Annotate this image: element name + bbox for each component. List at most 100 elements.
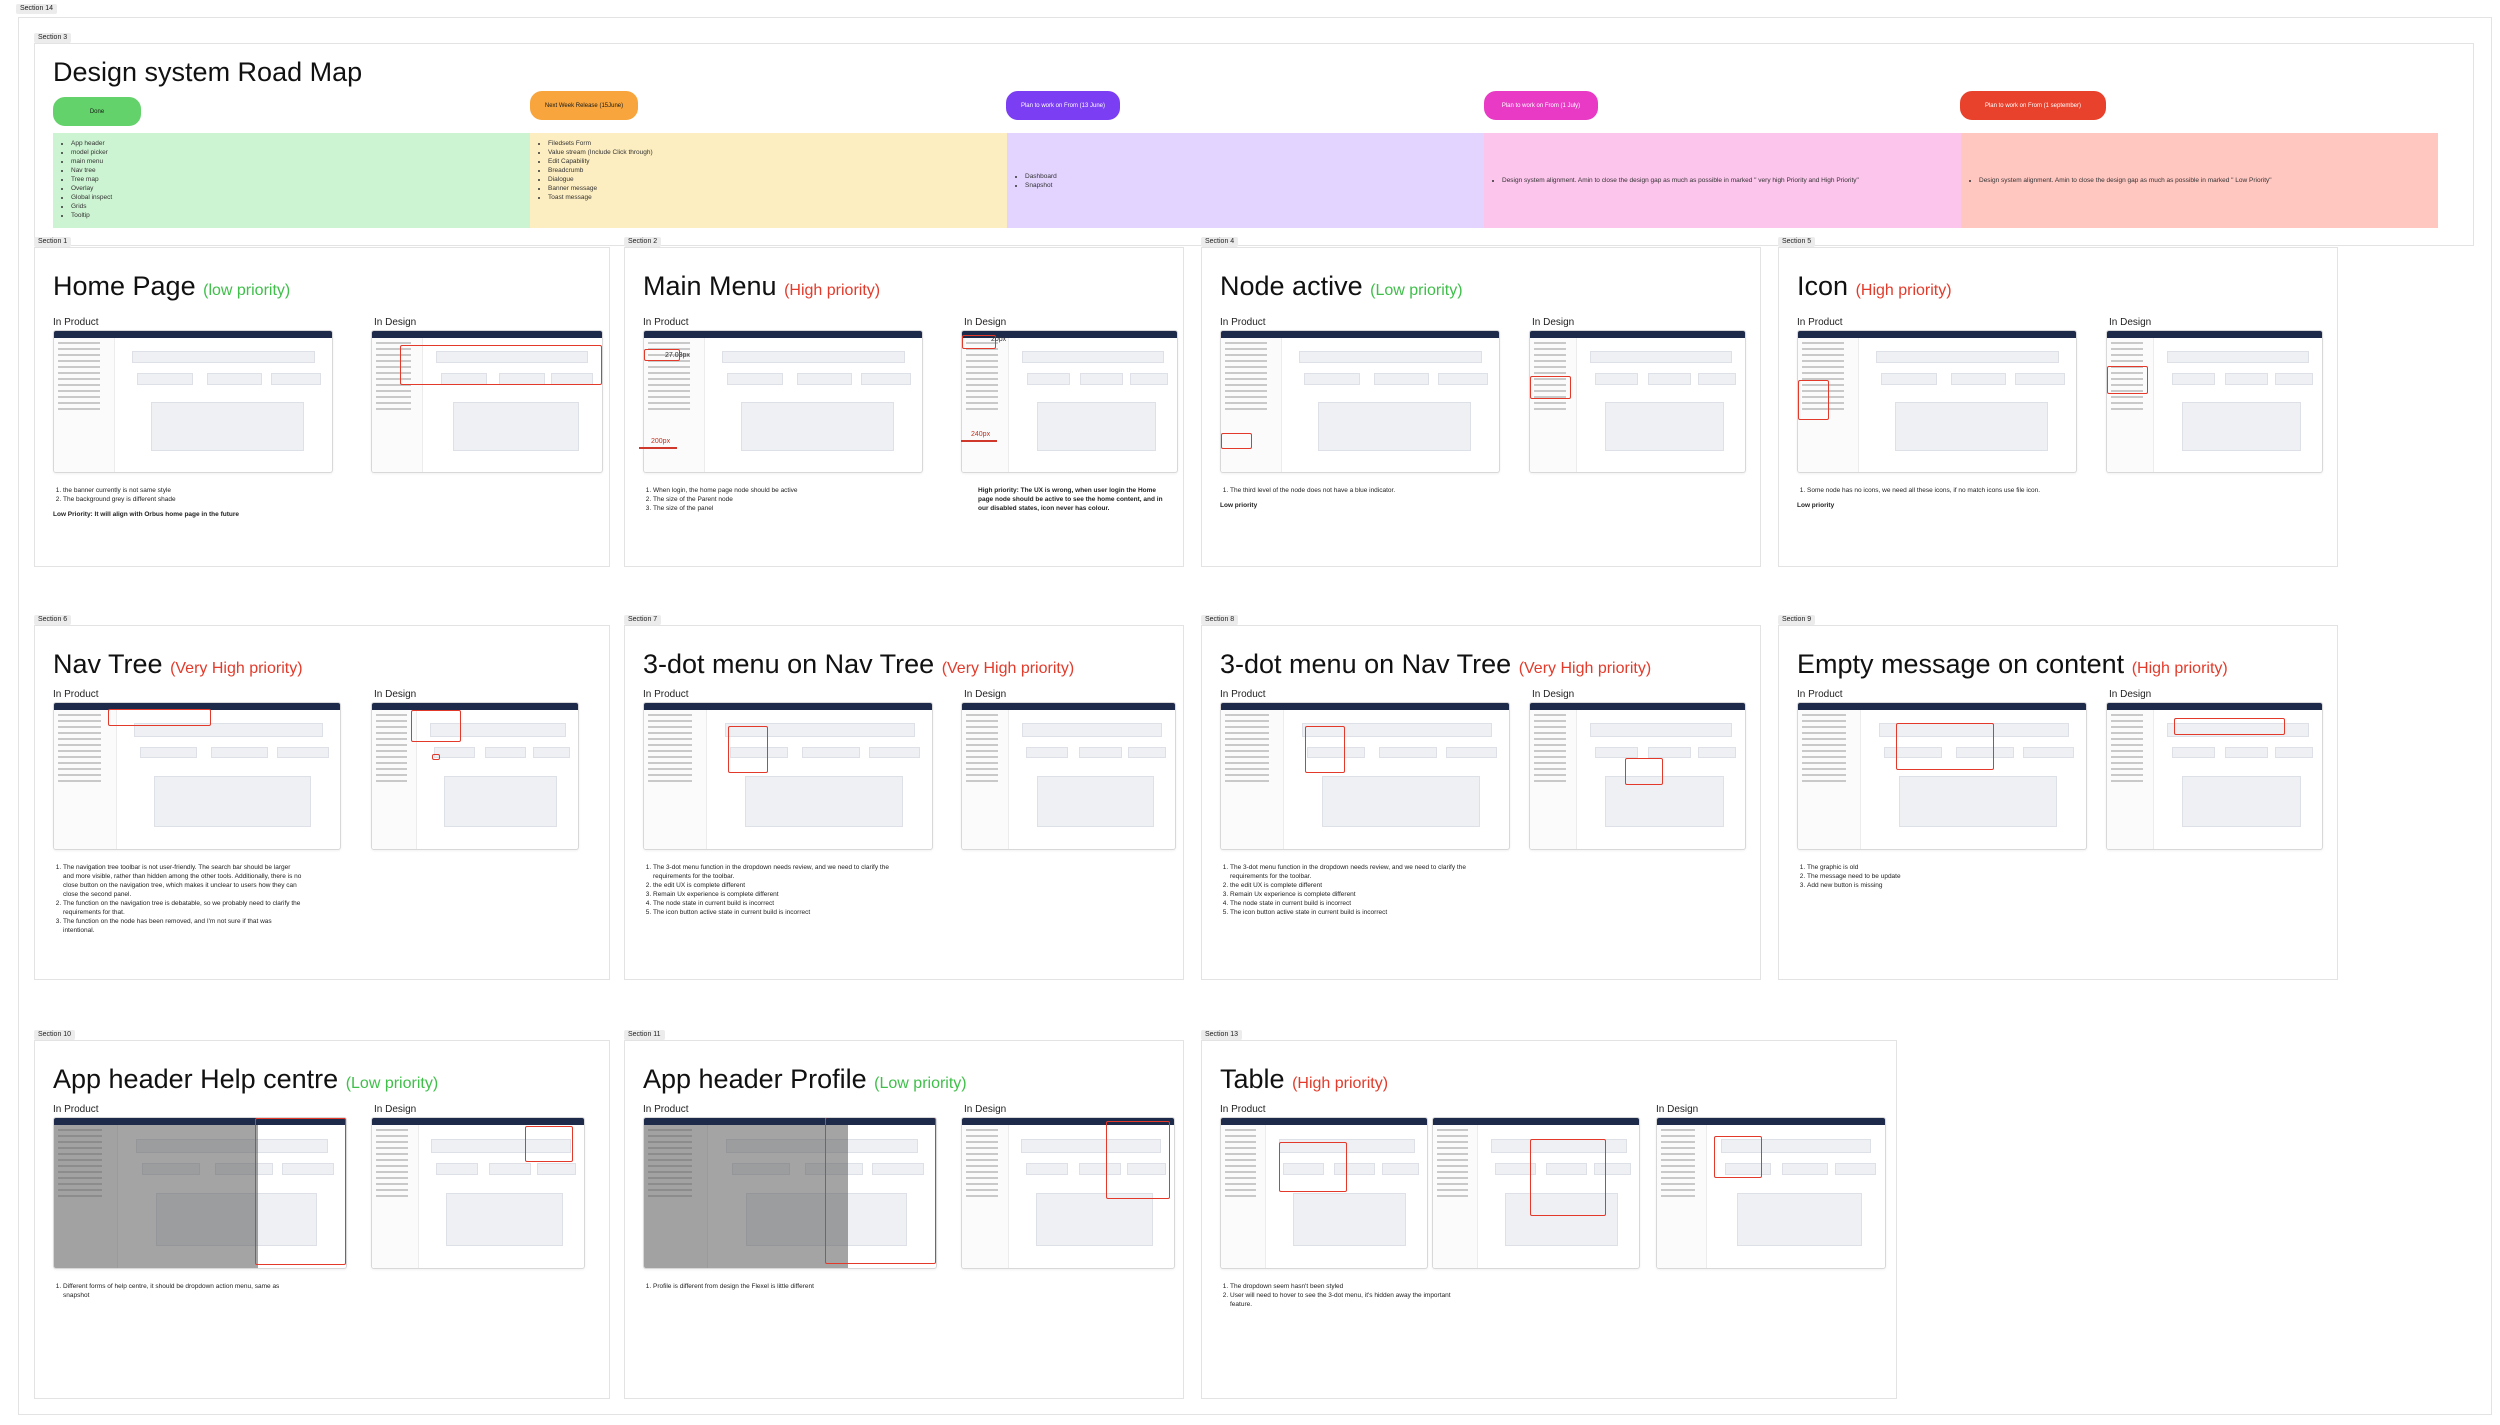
comparison-card: Section 5 Icon (High priority) In Product I… (1778, 237, 2338, 567)
comparison-card: Section 8 3-dot menu on Nav Tree (Very Hi… (1201, 615, 1761, 980)
ui-screenshot-thumbnail (1432, 1117, 1640, 1269)
note-item: The 3-dot menu function in the dropdown … (1230, 863, 1470, 881)
priority-label: (High priority) (784, 282, 881, 299)
thumbnail-content-block (2225, 746, 2269, 759)
thumbnail-sidebar (2107, 710, 2155, 849)
thumbnail-app-header (962, 331, 1177, 338)
comparison-card: Section 7 3-dot menu on Nav Tree (Very Hi… (624, 615, 1184, 980)
thumbnail-app-header (1798, 703, 2086, 710)
note-item: User will need to hover to see the 3-dot… (1230, 1291, 1470, 1309)
card-title-text: App header Help centre (53, 1064, 339, 1094)
thumbnail-app-header (372, 331, 602, 338)
thumbnail-content-block (1445, 746, 1498, 759)
comparison-card: Section 6 Nav Tree (Very High priority) In… (34, 615, 610, 980)
thumbnail-content-block (2182, 401, 2301, 451)
thumbnail-content-block (1494, 1163, 1536, 1175)
thumbnail-content-block (871, 1163, 925, 1175)
notes: The third level of the node does not hav… (1220, 486, 1470, 510)
roadmap-item: Tooltip (71, 211, 520, 220)
highlight-box (1529, 1139, 1607, 1216)
roadmap-item: Snapshot (1025, 181, 1474, 190)
thumbnail-sidebar (1530, 338, 1578, 472)
card-title-text: 3-dot menu on Nav Tree (643, 649, 935, 679)
thumbnail-content-block (1373, 373, 1430, 385)
roadmap-item: Global inspect (71, 193, 520, 202)
thumbnail-content-block (137, 373, 193, 385)
note-item: the banner currently is not same style (63, 486, 303, 495)
comparison-card: Section 4 Node active (Low priority) In Pr… (1201, 237, 1761, 567)
highlight-box (399, 345, 602, 385)
notes: the banner currently is not same styleTh… (53, 486, 303, 519)
highlight-box (1304, 726, 1345, 774)
priority-summary: Low priority (1220, 502, 1258, 509)
thumbnail-overlay (644, 1125, 849, 1268)
roadmap-item: main menu (71, 157, 520, 166)
note-item: Profile is different from design the Fle… (653, 1282, 893, 1291)
priority-note: High priority: The UX is wrong, when use… (978, 487, 1163, 512)
thumbnail-app-header (644, 703, 932, 710)
ui-screenshot-thumbnail (1529, 702, 1746, 850)
thumbnail-content-block (2225, 373, 2269, 385)
thumbnail-content-block (1381, 1163, 1419, 1175)
in-design-label: In Design (1656, 1104, 1699, 1115)
thumbnail-content-block (1875, 350, 2060, 364)
roadmap-item: Toast message (548, 193, 997, 202)
comparison-card: Section 10 App header Help centre (Low pr… (34, 1030, 610, 1399)
section-tag: Section 4 (1201, 237, 1239, 247)
note-item: The navigation tree toolbar is not user-… (63, 863, 303, 899)
thumbnail-content-block (488, 1163, 531, 1175)
thumbnail-content-block (1298, 350, 1483, 364)
card-title-text: Table (1220, 1064, 1285, 1094)
thumbnail-sidebar (1433, 1125, 1479, 1268)
priority-label: (High priority) (1292, 1075, 1389, 1092)
thumbnail-content-block (1080, 373, 1124, 385)
roadmap-item: Breadcrumb (548, 166, 997, 175)
thumbnail-sidebar (54, 338, 116, 472)
thumbnail-content-block (744, 776, 904, 828)
notes: The dropdown seem hasn't been styledUser… (1220, 1282, 1470, 1309)
thumbnail-content-block (1037, 401, 1156, 451)
thumbnail-content-block (802, 746, 860, 759)
ui-screenshot-thumbnail (1797, 330, 2077, 473)
roadmap-item: model picker (71, 148, 520, 157)
thumbnail-sidebar (372, 1125, 419, 1268)
priority-label: (Low priority) (1370, 282, 1463, 299)
notes: The 3-dot menu function in the dropdown … (1220, 863, 1470, 917)
thumbnail-content-block (131, 350, 316, 364)
in-product-label: In Product (643, 1104, 689, 1115)
priority-label: (Very High priority) (1518, 660, 1652, 677)
thumbnail-content-block (1648, 373, 1692, 385)
ui-screenshot-thumbnail (643, 1117, 937, 1269)
in-product-label: In Product (53, 689, 99, 700)
thumbnail-app-header (54, 703, 340, 710)
in-design-label: In Design (964, 689, 1007, 700)
priority-summary: Low priority (1797, 502, 1835, 509)
note-item: the edit UX is complete different (1230, 881, 1470, 890)
highlight-box (255, 1118, 346, 1265)
ui-screenshot-thumbnail (1220, 702, 1510, 850)
thumbnail-app-header (1433, 1118, 1639, 1125)
roadmap-item: Overlay (71, 184, 520, 193)
card-title-text: Empty message on content (1797, 649, 2125, 679)
highlight-box (411, 710, 461, 743)
thumbnail-content-block (1022, 350, 1165, 364)
priority-label: (Low priority) (874, 1075, 967, 1092)
note-item: Some node has no icons, we need all thes… (1807, 486, 2047, 495)
thumbnail-content-block (435, 1163, 478, 1175)
priority-label: (low priority) (203, 282, 291, 299)
highlight-box (431, 754, 440, 760)
thumbnail-content-block (1898, 776, 2058, 828)
status-pill-september: Plan to work on From (1 september) (1960, 91, 2106, 120)
roadmap-item: Tree map (71, 175, 520, 184)
thumbnail-content-block (1594, 373, 1638, 385)
highlight-box (1798, 380, 1829, 420)
dimension-label: 200px (651, 438, 671, 445)
dimension-label: 20px (991, 336, 1007, 343)
thumbnail-content-block (2167, 350, 2310, 364)
thumbnail-content-block (2182, 776, 2301, 828)
section-tag: Section 3 (34, 33, 72, 43)
thumbnail-content-block (446, 1193, 563, 1246)
thumbnail-content-block (444, 776, 558, 828)
ui-screenshot-thumbnail (53, 1117, 347, 1269)
